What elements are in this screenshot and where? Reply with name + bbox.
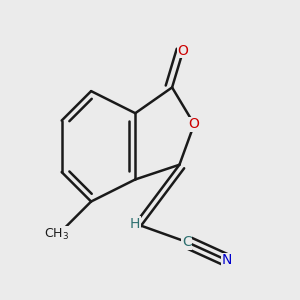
Text: C: C: [182, 235, 192, 249]
Text: H: H: [130, 217, 140, 231]
Text: O: O: [178, 44, 189, 58]
Text: CH$_3$: CH$_3$: [44, 227, 69, 242]
Text: N: N: [222, 254, 232, 267]
Text: O: O: [189, 117, 200, 131]
